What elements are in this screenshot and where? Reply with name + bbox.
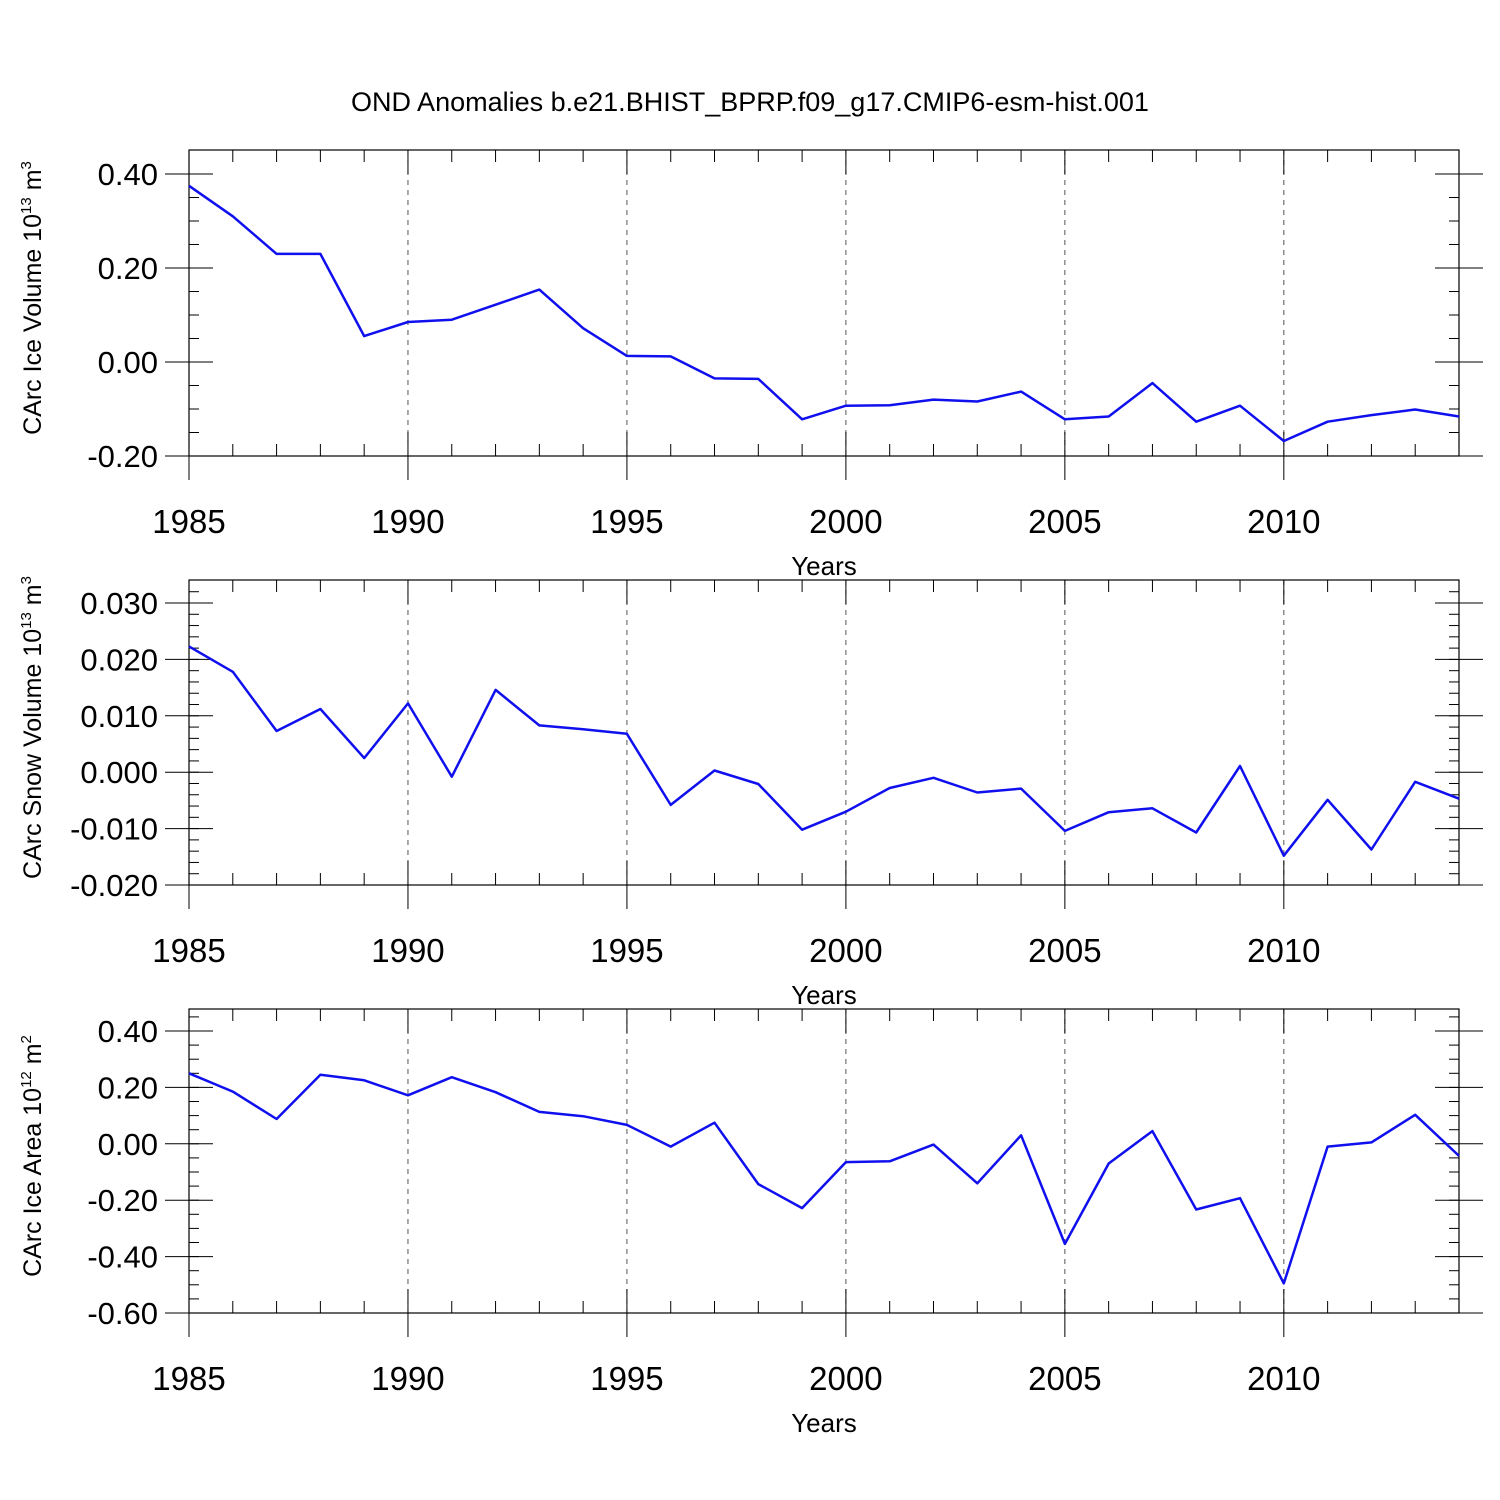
y-tick-label: 0.010 — [80, 699, 158, 734]
y-tick-label: 0.40 — [98, 157, 158, 192]
x-tick-label: 2000 — [809, 1360, 882, 1397]
x-tick-label: 2010 — [1247, 932, 1320, 969]
y-tick-label: -0.010 — [70, 812, 158, 847]
x-tick-label: 1985 — [152, 503, 225, 540]
x-tick-label: 1990 — [371, 503, 444, 540]
plot-frame — [188, 149, 1460, 457]
x-tick-label: 2005 — [1028, 503, 1101, 540]
x-tick-label: 1985 — [152, 932, 225, 969]
x-tick-label: 1995 — [590, 932, 663, 969]
y-tick-label: 0.000 — [80, 755, 158, 790]
x-axis-label: Years — [791, 980, 857, 1010]
x-tick-label: 1995 — [590, 1360, 663, 1397]
x-tick-label: 2005 — [1028, 932, 1101, 969]
chart-panel-1: 0.40 0.20 0.00 -0.20 1985 1990 1995 2000 2005 201… — [18, 149, 1483, 581]
y-tick-label: 0.00 — [98, 1127, 158, 1162]
plot-frame — [188, 579, 1460, 886]
y-tick-label: 0.20 — [98, 1070, 158, 1105]
y-tick-label: -0.20 — [87, 439, 158, 474]
plot-frame — [188, 1008, 1460, 1314]
y-axis-label: CArc Ice Volume 1013 m3 — [18, 161, 47, 435]
series-line — [188, 1072, 1460, 1285]
x-axis-label: Years — [791, 1408, 857, 1438]
figure-title: OND Anomalies b.e21.BHIST_BPRP.f09_g17.C… — [351, 87, 1149, 117]
x-tick-label: 2000 — [809, 503, 882, 540]
y-axis-label: CArc Ice Area 1012 m2 — [18, 1035, 47, 1277]
y-tick-label: -0.60 — [87, 1296, 158, 1331]
y-tick-label: 0.00 — [98, 345, 158, 380]
x-tick-label: 1985 — [152, 1360, 225, 1397]
series-line — [188, 184, 1460, 443]
x-tick-label: 2000 — [809, 932, 882, 969]
y-tick-label: 0.030 — [80, 586, 158, 621]
x-tick-label: 2005 — [1028, 1360, 1101, 1397]
x-tick-label: 1990 — [371, 932, 444, 969]
y-tick-label: -0.020 — [70, 868, 158, 903]
x-tick-label: 2010 — [1247, 1360, 1320, 1397]
y-tick-label: 0.40 — [98, 1014, 158, 1049]
x-axis-label: Years — [791, 551, 857, 581]
x-tick-label: 1990 — [371, 1360, 444, 1397]
y-tick-label: 0.020 — [80, 642, 158, 677]
y-tick-label: -0.20 — [87, 1183, 158, 1218]
chart-panels: 0.40 0.20 0.00 -0.20 1985 1990 1995 2000 2005 201… — [18, 149, 1483, 1438]
y-axis-label: CArc Snow Volume 1013 m3 — [18, 576, 47, 879]
chart-panel-2: 0.030 0.020 0.010 0.000 -0.010 -0.020 1985 1990… — [18, 576, 1483, 1010]
x-tick-label: 1995 — [590, 503, 663, 540]
y-tick-label: 0.20 — [98, 251, 158, 286]
x-tick-label: 2010 — [1247, 503, 1320, 540]
y-tick-label: -0.40 — [87, 1240, 158, 1275]
chart-panel-3: 0.40 0.20 0.00 -0.20 -0.40 -0.60 1985 1990 1995 2… — [18, 1008, 1483, 1438]
series-line — [188, 645, 1460, 857]
